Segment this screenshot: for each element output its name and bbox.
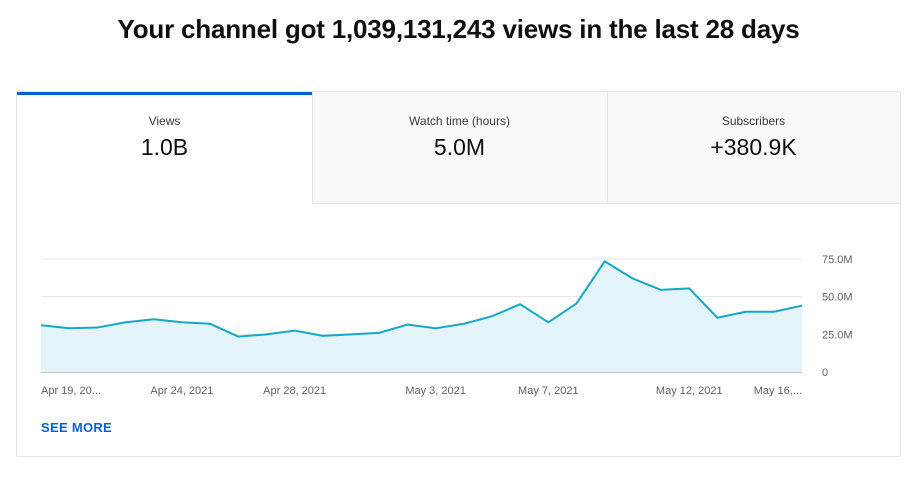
tab-watch-time[interactable]: Watch time (hours) 5.0M [312, 92, 607, 204]
x-tick-label: Apr 28, 2021 [263, 385, 326, 397]
x-tick-label: May 7, 2021 [518, 385, 579, 397]
tab-subscribers-value: +380.9K [710, 134, 797, 160]
see-more-link[interactable]: SEE MORE [41, 420, 113, 435]
x-tick-label: Apr 19, 20... [41, 385, 101, 397]
views-area [41, 261, 802, 372]
tab-watch-time-value: 5.0M [433, 134, 486, 160]
y-tick-label: 75.0M [822, 254, 853, 266]
metric-tabs: Views 1.0B Watch time (hours) 5.0M Subsc… [17, 92, 900, 204]
views-chart: 0 25.0M 50.0M 75.0M Apr 19, 20... Apr 24, 202… [40, 254, 853, 397]
x-tick-label: Apr 24, 2021 [150, 385, 213, 397]
tab-views[interactable]: Views 1.0B [17, 92, 312, 204]
y-tick-label: 50.0M [822, 292, 853, 304]
tab-views-label: Views [148, 114, 181, 128]
analytics-card: Views 1.0B Watch time (hours) 5.0M Subsc… [16, 91, 901, 457]
tab-views-value: 1.0B [140, 134, 189, 160]
page-headline: Your channel got 1,039,131,243 views in … [117, 14, 800, 44]
y-tick-label: 0 [822, 367, 828, 379]
x-tick-label: May 16,... [754, 385, 802, 397]
active-tab-indicator [17, 92, 312, 95]
tab-subscribers-label: Subscribers [721, 114, 786, 128]
x-tick-label: May 12, 2021 [656, 385, 723, 397]
y-tick-label: 25.0M [822, 329, 853, 341]
tab-watch-time-label: Watch time (hours) [409, 114, 510, 128]
views-line [40, 260, 803, 338]
tab-divider [607, 92, 608, 204]
tab-subscribers[interactable]: Subscribers +380.9K [607, 92, 900, 204]
x-tick-label: May 3, 2021 [405, 385, 466, 397]
tab-divider [312, 92, 313, 204]
